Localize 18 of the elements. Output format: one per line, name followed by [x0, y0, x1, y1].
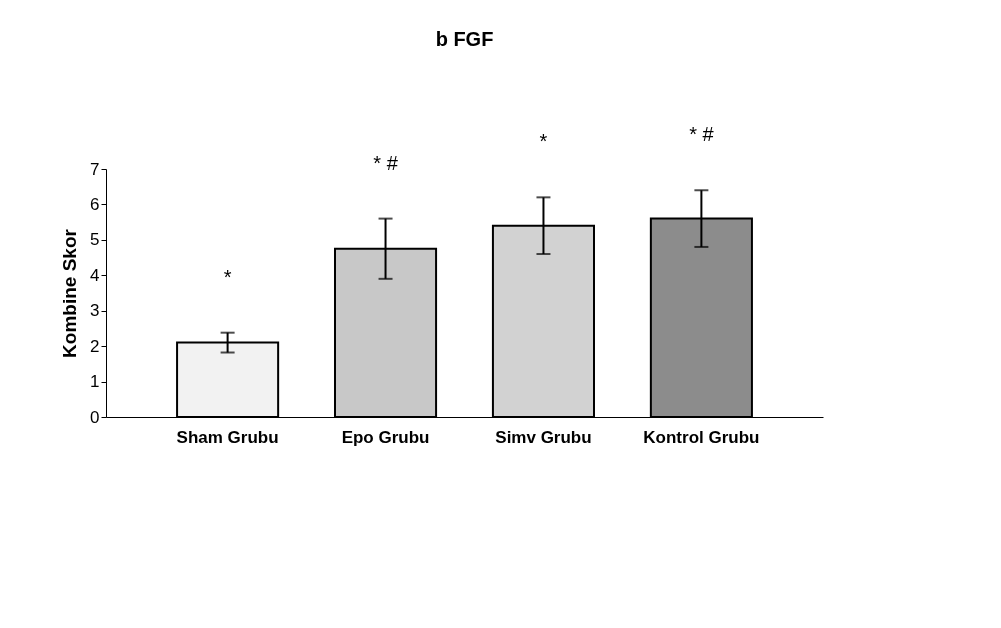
x-tick-label: Simv Grubu [495, 427, 592, 447]
y-axis-title: Kombine Skor [59, 228, 81, 358]
text: * [539, 130, 548, 153]
y-tick-label: 0 [90, 407, 100, 427]
annotation: * [223, 265, 232, 288]
chart-title: b FGF [435, 28, 494, 51]
y-tick-label: 6 [90, 194, 100, 214]
x-tick-label: Kontrol Grubu [643, 427, 760, 447]
annotation: * # [373, 151, 399, 174]
y-tick-label: 7 [90, 159, 100, 179]
x-tick-label: Sham Grubu [176, 427, 279, 447]
y-tick-label: 5 [90, 230, 100, 250]
x-tick-label: Epo Grubu [341, 427, 430, 447]
text: * # [689, 123, 715, 146]
y-tick-label: 3 [90, 301, 100, 321]
y-tick-label: 1 [90, 372, 100, 392]
y-tick-label: 2 [90, 336, 100, 356]
y-tick-label: 4 [90, 265, 100, 285]
